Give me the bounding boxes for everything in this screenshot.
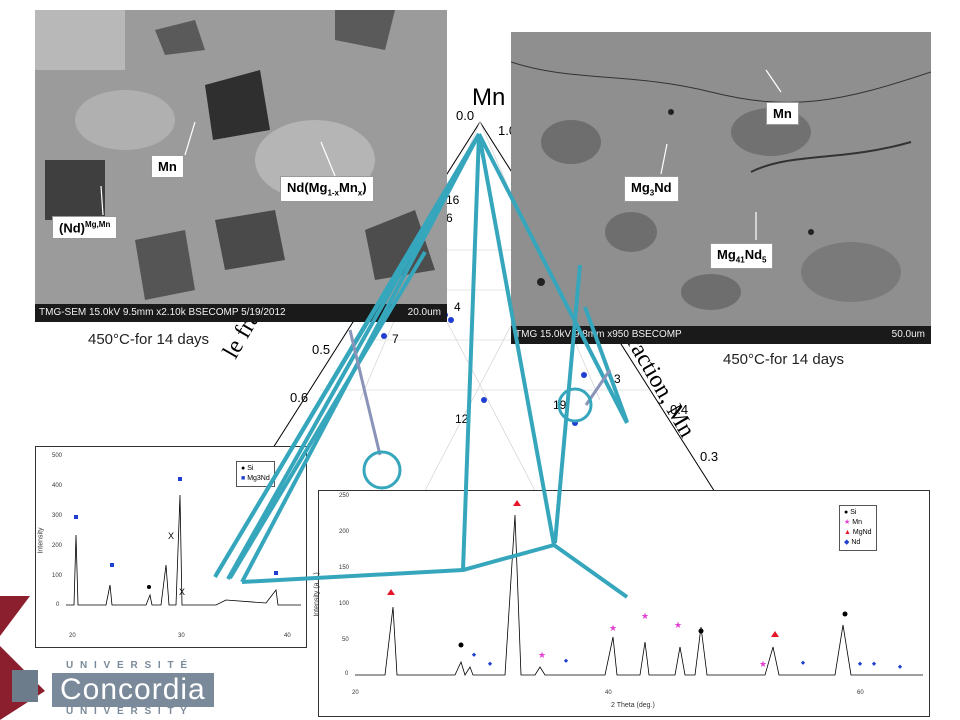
ternary-point-label: 4 [454, 300, 461, 314]
logo-name: Concordia [52, 673, 214, 707]
logo-bottom-text: U N I V E R S I T Y [66, 706, 189, 717]
svg-text:★: ★ [641, 611, 649, 621]
ternary-point-label: 12 [455, 412, 469, 426]
xrd-left-mark: X [179, 587, 186, 597]
svg-text:★: ★ [538, 650, 546, 660]
ternary-point-label: 7 [392, 332, 399, 346]
sem-left-footer: TMG-SEM 15.0kV 9.5mm x2.10k BSECOMP 5/19… [35, 304, 447, 322]
svg-text:★: ★ [674, 620, 682, 630]
svg-text:★: ★ [609, 623, 617, 633]
sem-left-caption: 450°C-for 14 days [88, 331, 210, 348]
xrd-left-legend: ● Si ■ Mg3Nd [236, 461, 275, 487]
sem-left-label-nd-phase: Nd(Mg1-xMnx) [280, 176, 374, 202]
ternary-point-label: 16 [446, 193, 460, 207]
sem-left-label-nd-solid: (Nd)Mg,Mn [52, 216, 118, 240]
ternary-tick: 0.6 [290, 390, 309, 405]
ternary-point-label: 6 [446, 211, 453, 225]
ternary-tick: 0.4 [670, 402, 689, 417]
xrd-right-legend: ● Si ★ Mn ▲ MgNd ◆ Nd [839, 505, 877, 551]
xrd-left-mark: X [168, 531, 175, 541]
sem-right-arrows [660, 69, 782, 240]
ternary-tick: 0.0 [456, 108, 475, 123]
university-logo: U N I V E R S I T É Concordia U N I V E … [0, 596, 320, 720]
sem-right-label-mg3nd: Mg3Nd [624, 176, 679, 202]
svg-text:★: ★ [759, 659, 767, 669]
sem-image-left: TMG-SEM 15.0kV 9.5mm x2.10k BSECOMP 5/19… [35, 10, 447, 322]
logo-emblem-icon [0, 596, 45, 720]
ternary-point-label: 3 [614, 372, 621, 386]
ternary-tick: 0.5 [312, 342, 331, 357]
sem-left-label-mn: Mn [151, 155, 184, 178]
logo-top-text: U N I V E R S I T É [66, 660, 190, 671]
sem-right-label-mg41nd5: Mg41Nd5 [710, 243, 774, 269]
sem-left-arrows [100, 121, 336, 216]
sem-image-right: TMG 15.0kV 9.8mm x950 BSECOMP 50.0um [511, 32, 931, 344]
sem-right-label-mn: Mn [766, 102, 799, 125]
xrd-plot-right: ★ ★ ★ ★ ★ 250 200 150 100 50 0 20 40 60 … [314, 490, 930, 717]
sem-right-caption: 450°C-for 14 days [723, 351, 845, 368]
ternary-tick: 0.3 [700, 449, 719, 464]
sem-right-footer: TMG 15.0kV 9.8mm x950 BSECOMP 50.0um [511, 326, 931, 344]
ternary-apex-label: Mn [472, 84, 506, 111]
